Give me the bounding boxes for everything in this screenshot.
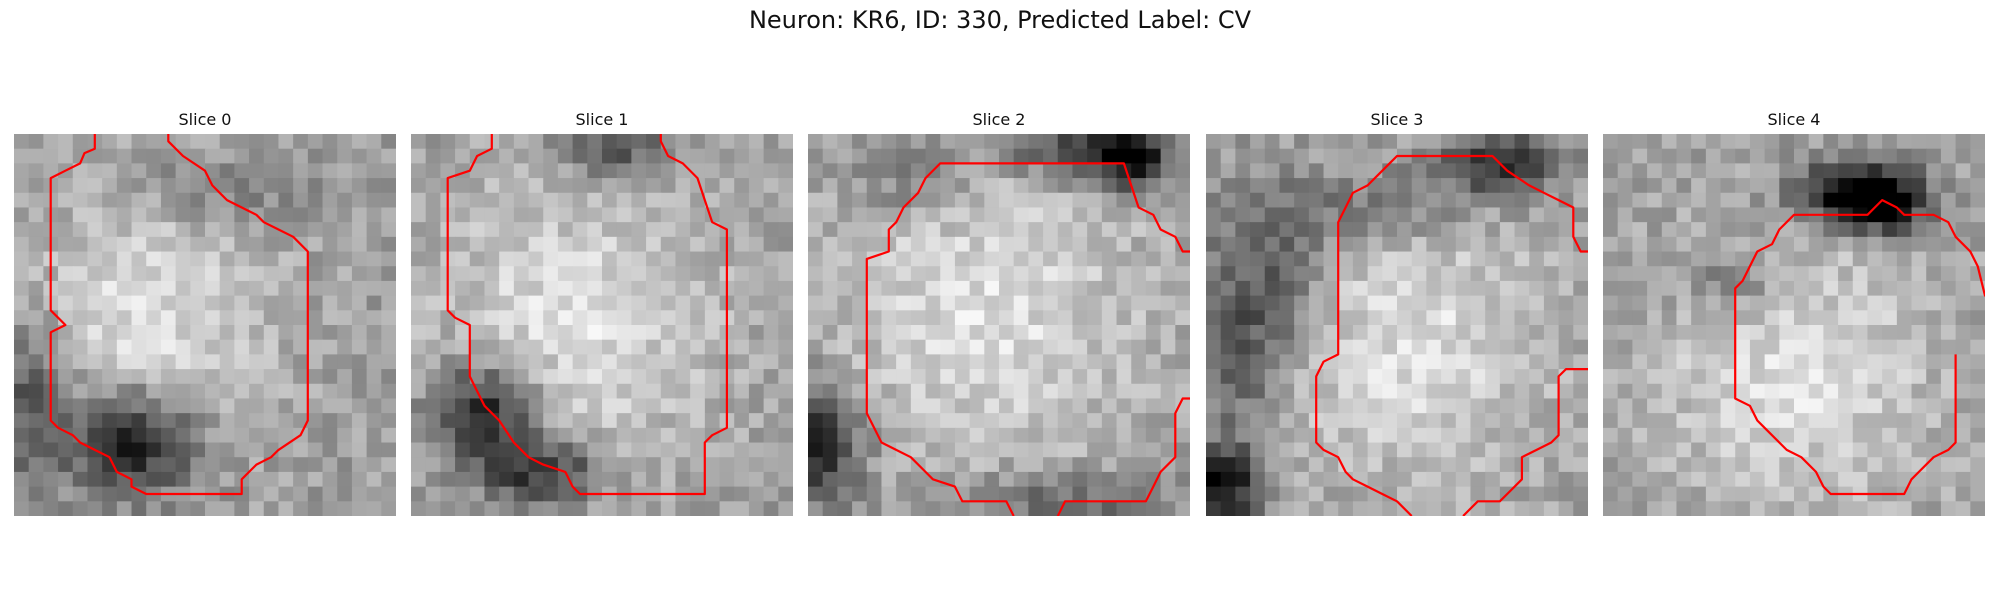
slice-svg-2 <box>808 134 1190 516</box>
pixel-grid <box>411 134 793 516</box>
segmentation-contour <box>446 134 728 496</box>
segmentation-contour <box>865 162 1190 516</box>
slice-panel-0: Slice 0 <box>14 108 396 516</box>
slice-title-1: Slice 1 <box>575 110 629 129</box>
slice-title-4: Slice 4 <box>1767 110 1821 129</box>
segmentation-contour <box>49 134 309 496</box>
segmentation-contour <box>1315 154 1588 516</box>
slice-title-0: Slice 0 <box>178 110 232 129</box>
segmentation-contour <box>1056 397 1190 516</box>
slice-panel-4: Slice 4 <box>1603 108 1985 516</box>
slice-svg-1 <box>411 134 793 516</box>
slice-svg-3 <box>1206 134 1588 516</box>
slice-panel-1: Slice 1 <box>411 108 793 516</box>
slice-image-0 <box>14 134 396 516</box>
figure-title: Neuron: KR6, ID: 330, Predicted Label: C… <box>748 6 1252 34</box>
slice-svg-0 <box>14 134 396 516</box>
slice-title-3: Slice 3 <box>1370 110 1424 129</box>
pixel-grid <box>14 134 396 516</box>
slice-title-2: Slice 2 <box>972 110 1026 129</box>
pixel-grid <box>1206 134 1588 516</box>
pixel-grid <box>1603 134 1985 516</box>
slice-image-3 <box>1206 134 1588 516</box>
segmentation-contour <box>1462 368 1588 516</box>
slice-svg-4 <box>1603 134 1985 516</box>
segmentation-contour <box>1734 198 1985 496</box>
slice-panel-2: Slice 2 <box>808 108 1190 516</box>
slice-image-2 <box>808 134 1190 516</box>
pixel-grid <box>808 134 1190 516</box>
slice-panel-3: Slice 3 <box>1206 108 1588 516</box>
slice-image-1 <box>411 134 793 516</box>
slice-image-4 <box>1603 134 1985 516</box>
